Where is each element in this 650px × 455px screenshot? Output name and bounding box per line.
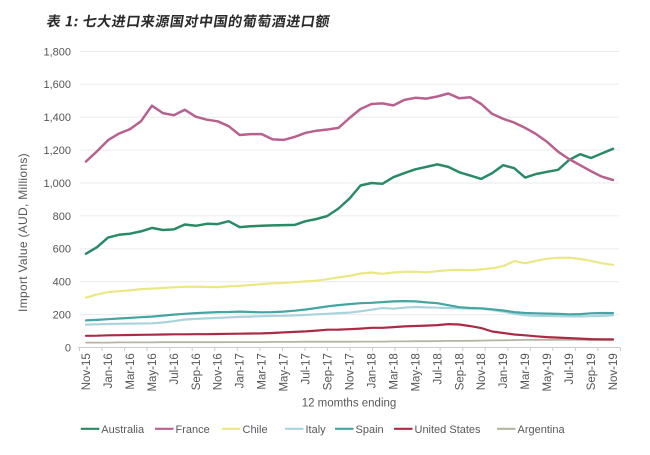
svg-text:Mar-19: Mar-19 (520, 353, 532, 389)
svg-text:1,200: 1,200 (43, 145, 71, 157)
svg-text:Mar-16: Mar-16 (125, 353, 137, 389)
svg-text:Spain: Spain (356, 424, 384, 436)
svg-text:0: 0 (65, 342, 71, 354)
svg-text:Nov-16: Nov-16 (213, 353, 225, 390)
svg-text:Jan-19: Jan-19 (498, 353, 510, 388)
svg-text:May-18: May-18 (410, 353, 422, 391)
svg-text:Jul-19: Jul-19 (564, 353, 576, 384)
svg-text:Nov-18: Nov-18 (476, 353, 488, 390)
svg-text:1,800: 1,800 (43, 46, 71, 58)
svg-text:May-19: May-19 (542, 353, 554, 391)
svg-text:May-16: May-16 (147, 353, 159, 391)
svg-text:800: 800 (53, 211, 71, 223)
svg-text:Sep-19: Sep-19 (586, 353, 598, 390)
svg-text:Import Value (AUD, Millions): Import Value (AUD, Millions) (16, 153, 30, 312)
svg-text:Jan-16: Jan-16 (103, 353, 115, 388)
svg-text:Argentina: Argentina (518, 424, 566, 436)
svg-text:1,000: 1,000 (43, 178, 71, 190)
svg-text:Jul-17: Jul-17 (301, 353, 313, 384)
svg-text:600: 600 (53, 244, 71, 256)
svg-text:400: 400 (53, 277, 71, 289)
svg-text:United States: United States (415, 424, 482, 436)
svg-text:Jan-18: Jan-18 (367, 353, 379, 388)
svg-text:Sep-18: Sep-18 (454, 353, 466, 390)
svg-text:Mar-17: Mar-17 (257, 353, 269, 389)
svg-text:Nov-19: Nov-19 (608, 353, 620, 390)
svg-text:Nov-15: Nov-15 (81, 353, 93, 390)
svg-text:Australia: Australia (101, 424, 145, 436)
svg-text:Jan-17: Jan-17 (235, 353, 247, 388)
svg-text:Chile: Chile (243, 424, 268, 436)
svg-text:France: France (176, 424, 210, 436)
svg-text:Italy: Italy (306, 424, 327, 436)
svg-text:1,600: 1,600 (43, 79, 71, 91)
svg-text:12 momths ending: 12 momths ending (302, 398, 397, 410)
svg-text:Nov-17: Nov-17 (345, 353, 357, 390)
svg-text:Jul-16: Jul-16 (169, 353, 181, 384)
svg-text:Sep-17: Sep-17 (323, 353, 335, 390)
svg-text:Sep-16: Sep-16 (191, 353, 203, 390)
svg-text:1,400: 1,400 (43, 112, 71, 124)
svg-text:Mar-18: Mar-18 (388, 353, 400, 389)
svg-text:May-17: May-17 (279, 353, 291, 391)
svg-text:Jul-18: Jul-18 (432, 353, 444, 384)
svg-text:200: 200 (53, 310, 71, 322)
